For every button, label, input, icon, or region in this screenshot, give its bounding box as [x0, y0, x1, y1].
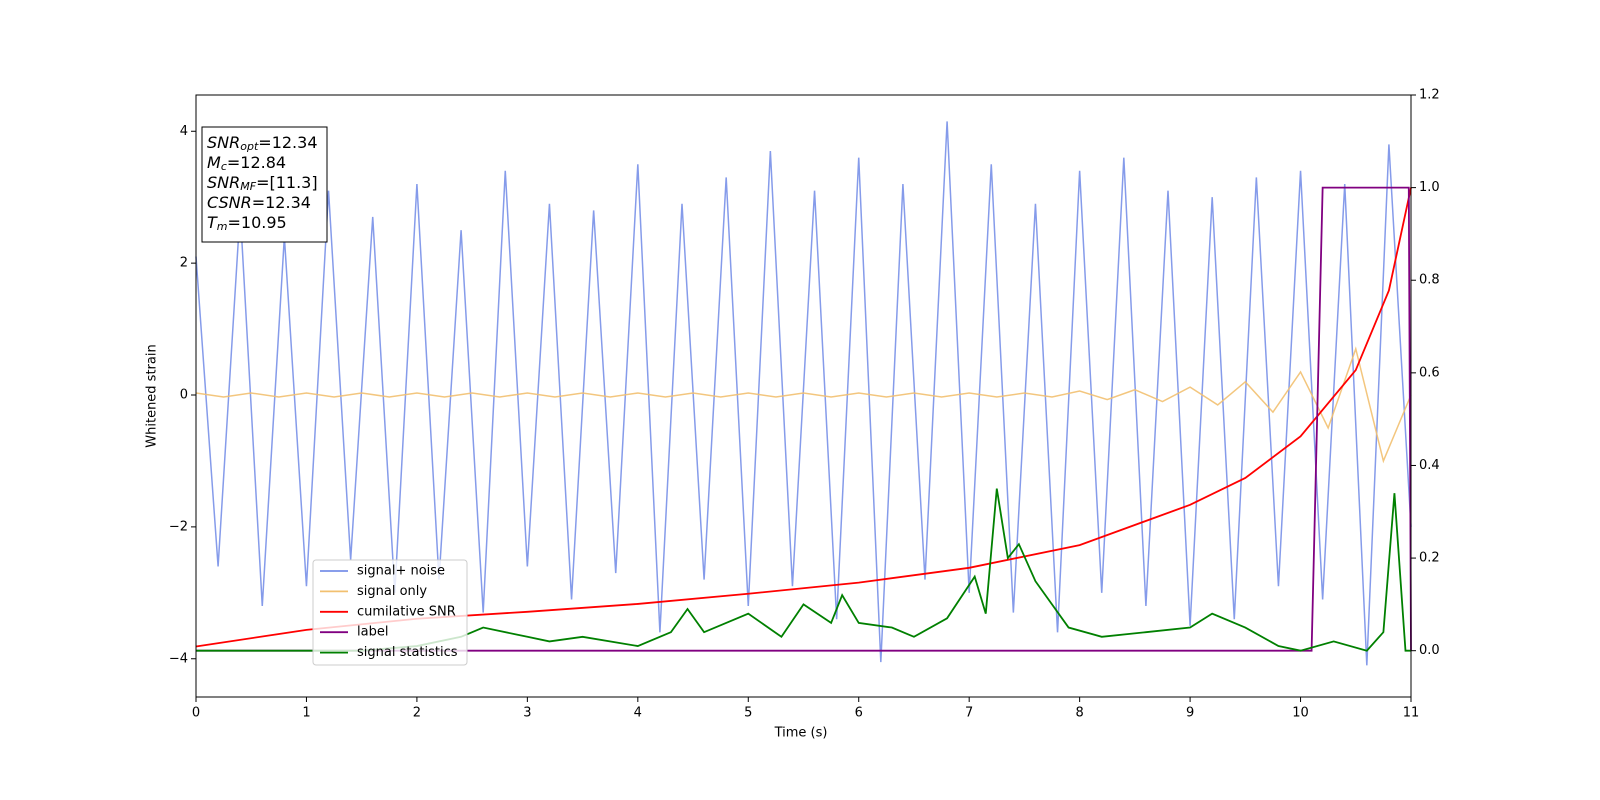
legend: signal+ noise signal only cumilative SNR la… — [312, 559, 468, 666]
y2-tick-label: 1.2 — [1419, 88, 1440, 103]
annotation-symbol: M — [207, 153, 221, 172]
y2-tick-label: 0.8 — [1419, 273, 1440, 288]
x-tick-label: 3 — [523, 706, 531, 721]
annotation-line: CSNR=12.34 — [207, 193, 311, 212]
y2-tick-label: 0.4 — [1419, 458, 1440, 473]
annotation-line: Tm=10.95 — [207, 213, 287, 234]
x-tick-label: 10 — [1292, 706, 1309, 721]
annotation-symbol: CSNR — [207, 193, 252, 212]
y2-tick-label: 0.0 — [1419, 643, 1440, 658]
annotation-text: =12.84 — [227, 153, 286, 172]
legend-label: cumilative SNR — [357, 604, 456, 619]
legend-label: label — [357, 625, 388, 640]
x-tick-label: 7 — [965, 706, 973, 721]
x-tick-label: 2 — [413, 706, 421, 721]
x-tick-label: 1 — [302, 706, 310, 721]
series-line — [196, 186, 1412, 652]
annotation-line: SNRopt=12.34 — [207, 133, 318, 154]
x-tick-label: 0 — [192, 706, 200, 721]
x-axis-label: Time (s) — [774, 726, 828, 741]
annotation-sub: m — [217, 220, 228, 233]
x-tick-label: 5 — [744, 706, 752, 721]
x-tick-label: 4 — [634, 706, 642, 721]
series-line — [195, 121, 1412, 666]
annotation-text: =12.34 — [258, 133, 317, 152]
x-tick-label: 11 — [1403, 706, 1420, 721]
series-line — [195, 346, 1412, 464]
y2-tick-label: 0.6 — [1419, 365, 1440, 380]
annotation-sub: MF — [240, 180, 256, 193]
y-tick-label: 4 — [180, 124, 188, 139]
axes-frame — [195, 94, 1412, 698]
annotation-symbol: SNR — [207, 173, 240, 192]
legend-label: signal only — [357, 584, 427, 599]
annotation-box: SNRopt=12.34Mc=12.84SNRMF=[11.3]CSNR=12.… — [201, 126, 328, 243]
series-line — [196, 488, 1411, 652]
y-tick-label: 2 — [180, 256, 188, 271]
annotation-symbol: SNR — [207, 133, 240, 152]
legend-label: signal statistics — [357, 645, 458, 660]
annotation-text: =10.95 — [228, 213, 287, 232]
annotation-line: SNRMF=[11.3] — [207, 173, 318, 194]
x-tick-label: 6 — [855, 706, 863, 721]
y-tick-label: −2 — [169, 519, 188, 534]
annotation-sub: c — [221, 160, 227, 173]
annotation-symbol: T — [207, 213, 218, 232]
y2-tick-label: 1.0 — [1419, 180, 1440, 195]
annotation-frame — [201, 126, 328, 243]
annotation-line: Mc=12.84 — [207, 153, 286, 174]
y-axis-label: Whitened strain — [145, 344, 160, 447]
annotation-sub: opt — [240, 140, 259, 153]
legend-label: signal+ noise — [357, 564, 445, 579]
x-tick-label: 9 — [1186, 706, 1194, 721]
x-tick-label: 8 — [1075, 706, 1083, 721]
y2-tick-label: 0.2 — [1419, 551, 1440, 566]
y-tick-label: 0 — [180, 388, 188, 403]
annotation-text: =12.34 — [252, 193, 311, 212]
annotation-text: =[11.3] — [256, 173, 318, 192]
y-tick-label: −4 — [169, 651, 188, 666]
legend-frame — [312, 559, 468, 666]
